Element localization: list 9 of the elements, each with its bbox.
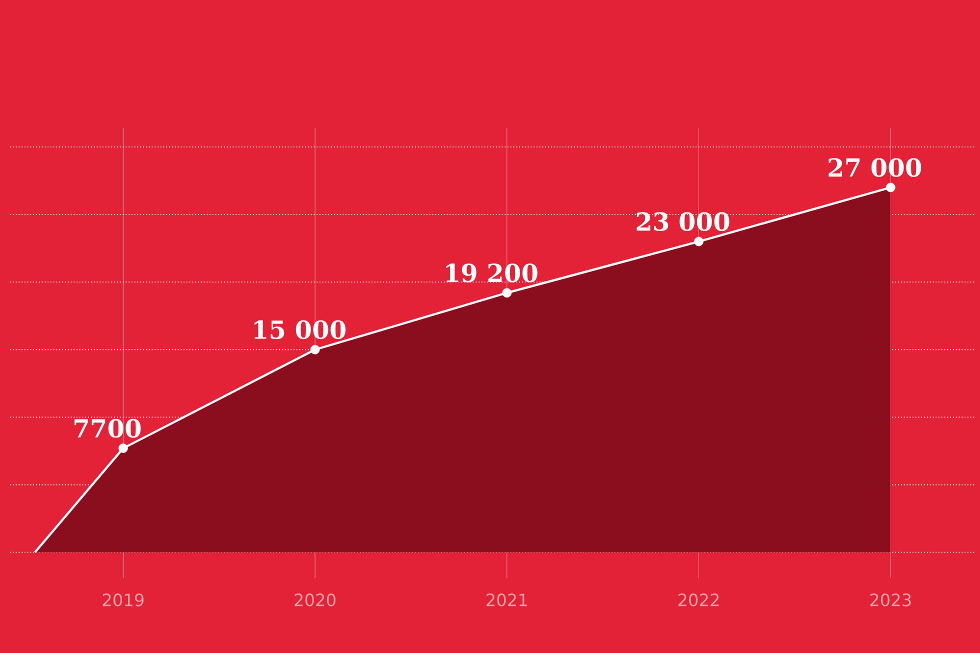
x-tick-label: 2020 — [294, 594, 336, 606]
data-label: 15 000 — [254, 320, 346, 340]
x-tick-label: 2021 — [486, 594, 527, 606]
x-tick-label: 2022 — [678, 594, 719, 606]
x-tick-label: 2023 — [870, 594, 911, 606]
data-label: 19 200 — [446, 264, 538, 282]
data-label: 27 000 — [828, 158, 922, 177]
data-label: 7700 — [74, 418, 141, 438]
x-tick-label: 2019 — [102, 594, 144, 606]
